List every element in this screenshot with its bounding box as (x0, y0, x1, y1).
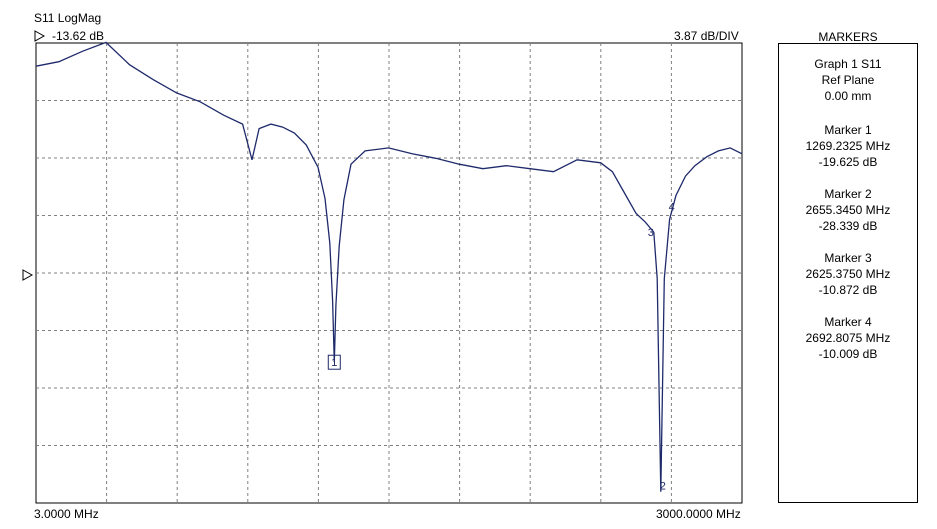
marker-label: Marker 4 (824, 315, 872, 329)
marker-value: -28.339 dB (818, 219, 878, 233)
marker-label: Marker 1 (824, 123, 872, 137)
marker-4-label: 4 (669, 201, 675, 213)
x-start-label: 3.0000 MHz (34, 507, 99, 521)
x-stop-label: 3000.0000 MHz (656, 507, 741, 521)
scale-per-div: 3.87 dB/DIV (674, 29, 739, 43)
triangle-right-icon (34, 30, 46, 42)
marker-freq: 2692.8075 MHz (805, 331, 891, 345)
marker-value: -10.872 dB (818, 283, 878, 297)
marker-freq: 2655.3450 MHz (805, 203, 891, 217)
markers-panel: Graph 1 S11 Ref Plane 0.00 mm Marker 1 1… (778, 43, 918, 503)
marker-1-readout: Marker 1 1269.2325 MHz -19.625 dB (779, 122, 917, 170)
marker-1-box (327, 354, 341, 370)
ref-plane-value: 0.00 mm (824, 89, 872, 103)
marker-value: -10.009 dB (818, 347, 878, 361)
marker-1-label: 1 (331, 357, 337, 369)
ref-level-value: -13.62 dB (52, 29, 105, 43)
marker-value: -19.625 dB (818, 155, 878, 169)
marker-freq: 1269.2325 MHz (805, 139, 891, 153)
ref-level-arrow-icon (22, 269, 34, 281)
marker-freq: 2625.3750 MHz (805, 267, 891, 281)
s11-trace-line (35, 41, 743, 492)
marker-4-readout: Marker 4 2692.8075 MHz -10.009 dB (779, 314, 917, 362)
graph-label: Graph 1 S11 (814, 57, 882, 71)
markers-panel-title: MARKERS (818, 30, 878, 44)
ref-plane-label: Ref Plane (821, 73, 875, 87)
marker-3-label: 3 (648, 227, 654, 239)
marker-label: Marker 2 (824, 187, 872, 201)
marker-3-readout: Marker 3 2625.3750 MHz -10.872 dB (779, 250, 917, 298)
chart-title: S11 LogMag (34, 11, 102, 25)
marker-label: Marker 3 (824, 251, 872, 265)
graph-info: Graph 1 S11 Ref Plane 0.00 mm (779, 56, 917, 104)
marker-2-readout: Marker 2 2655.3450 MHz -28.339 dB (779, 186, 917, 234)
marker-2-label: 2 (660, 481, 666, 493)
